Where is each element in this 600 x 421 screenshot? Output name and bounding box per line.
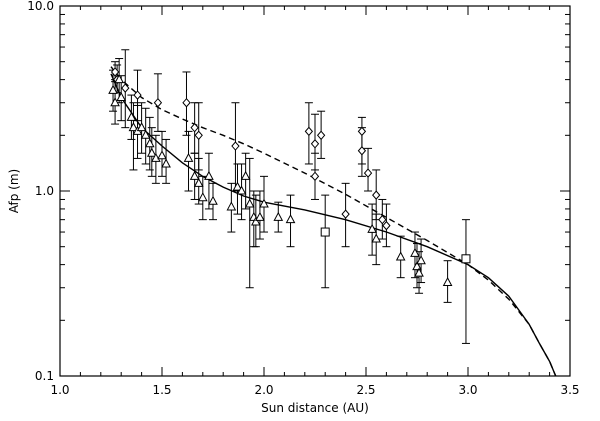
data-markers [108,67,471,287]
triangle-marker [157,150,167,160]
triangle-marker [240,170,251,180]
triangle-marker [395,251,406,261]
diamond-marker [363,168,373,178]
triangle-marker [416,255,426,265]
diamond-marker [310,171,320,182]
diamond-marker [153,97,163,108]
y-axis-title: Afp (m) [7,169,21,214]
x-tick-label: 3.0 [458,383,477,397]
x-tick-label: 3.5 [560,383,579,397]
triangle-marker [197,192,208,202]
triangle-marker [151,152,161,162]
triangle-marker [259,198,269,208]
diamond-marker [341,209,350,219]
diamond-marker [182,97,191,108]
triangle-marker [108,84,118,94]
triangle-marker [204,170,214,180]
diamond-marker [357,126,367,137]
triangle-marker [189,170,200,180]
triangle-marker [144,138,155,148]
y-tick-label: 10.0 [27,0,54,13]
diamond-marker [372,190,381,200]
triangle-marker [126,111,137,121]
x-tick-label: 1.5 [152,383,171,397]
triangle-marker [193,177,204,187]
triangle-marker [273,211,284,221]
triangle-marker [140,129,151,139]
dashed-fit-curve [110,66,557,376]
triangle-marker [116,91,127,102]
triangle-marker [255,211,265,221]
diamond-marker [304,126,314,137]
diamond-marker [110,67,120,77]
axis-ticks [59,5,571,377]
triangle-marker [183,152,194,162]
x-tick-label: 2.0 [254,383,273,397]
triangle-marker [232,181,243,191]
diamond-marker [310,139,320,149]
diamond-marker [357,146,367,156]
triangle-marker [236,185,247,195]
triangle-marker [226,201,237,211]
square-marker [461,254,471,264]
diamond-marker [133,90,142,100]
y-tick-label: 1.0 [35,184,54,198]
triangle-marker [136,122,147,132]
triangle-marker [146,147,157,157]
x-tick-labels: 1.0 1.5 2.0 2.5 3.0 3.5 [50,383,579,397]
diamond-marker [121,83,130,93]
triangle-marker [251,216,261,226]
x-axis-title: Sun distance (AU) [261,401,369,415]
y-tick-label: 0.1 [35,369,54,383]
diamond-marker [316,130,326,141]
triangle-marker [367,223,377,233]
triangle-marker [128,122,139,132]
square-marker [320,227,330,237]
x-tick-label: 1.0 [50,383,69,397]
triangle-marker [410,247,420,257]
triangle-marker [285,214,296,224]
diamond-marker [231,141,240,151]
triangle-marker [208,195,218,205]
diamond-marker [378,214,387,225]
triangle-marker [110,97,120,107]
y-tick-labels: 0.1 1.0 10.0 [27,0,54,383]
x-tick-label: 2.5 [356,383,375,397]
diamond-marker [194,130,203,141]
triangle-marker [114,74,124,84]
triangle-marker [371,233,382,243]
diamond-marker [190,122,199,133]
triangle-marker [442,276,453,287]
triangle-marker [244,198,255,208]
triangle-marker [161,158,171,168]
diamond-marker [382,220,391,231]
triangle-marker [414,267,424,277]
